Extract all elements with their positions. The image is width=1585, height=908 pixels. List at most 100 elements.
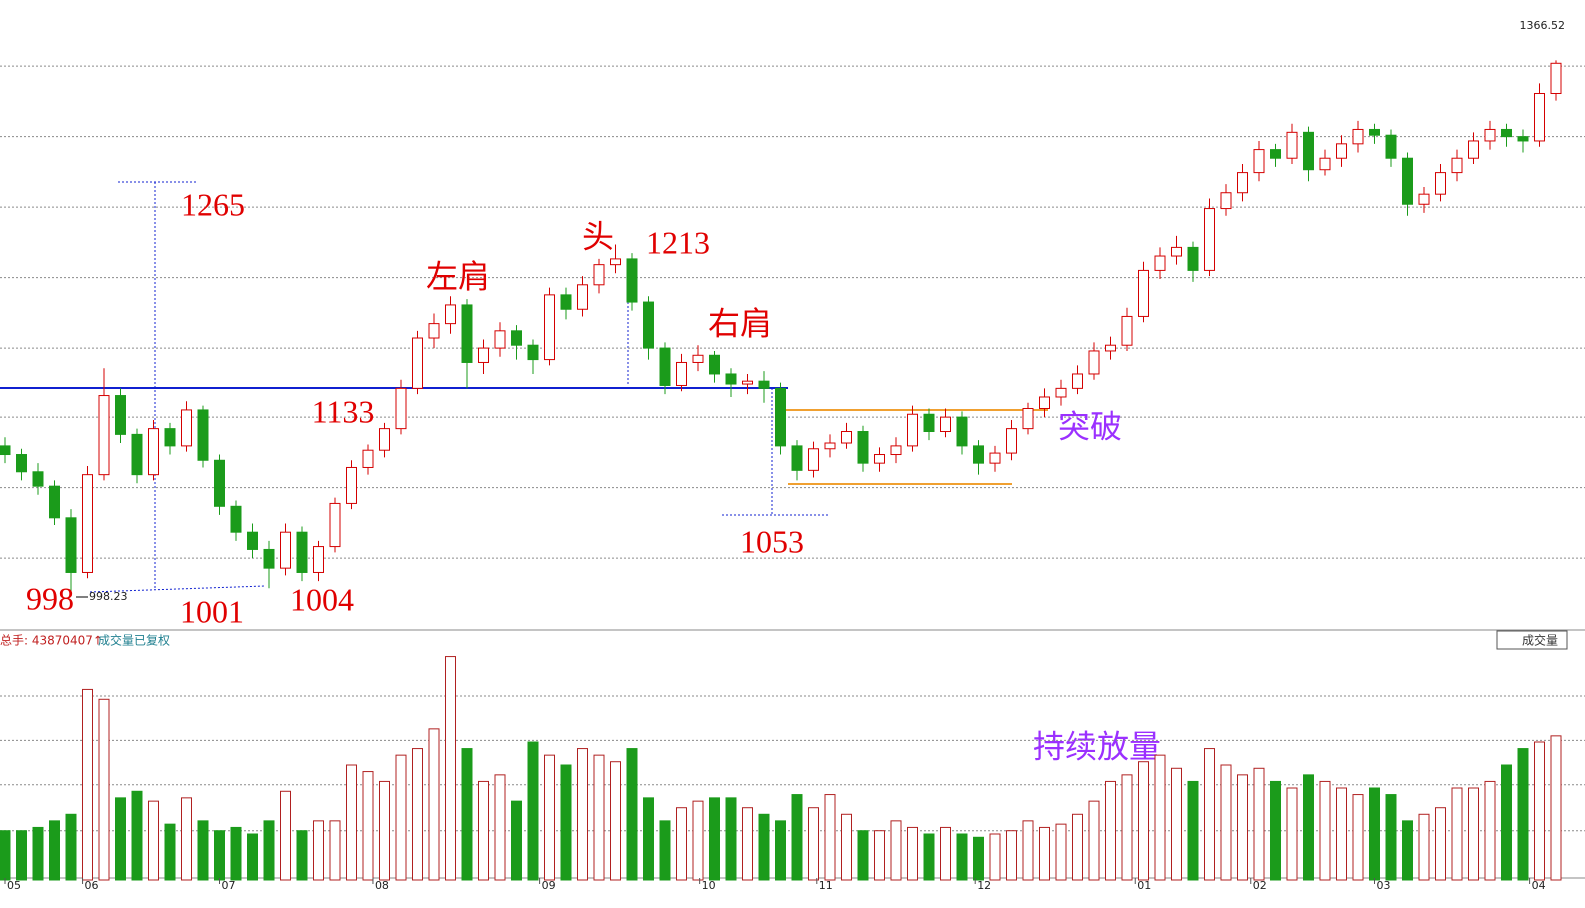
volume-bar bbox=[296, 830, 308, 881]
x-tick-label: 10 bbox=[702, 879, 716, 892]
volume-bar bbox=[940, 826, 951, 881]
x-tick-label: 09 bbox=[542, 879, 556, 892]
volume-bar bbox=[1055, 823, 1067, 881]
candle-body bbox=[263, 548, 275, 569]
candle-body bbox=[676, 361, 687, 386]
candle-body bbox=[742, 380, 753, 385]
volume-bar bbox=[214, 830, 225, 881]
candle-body bbox=[1501, 128, 1512, 138]
volume-bar bbox=[1105, 780, 1116, 881]
annotation: 头 bbox=[582, 218, 614, 254]
volume-bar bbox=[263, 820, 275, 881]
volume-bar bbox=[313, 820, 324, 881]
annotation: 998 bbox=[26, 580, 74, 616]
candle-body bbox=[32, 471, 44, 487]
volume-bar bbox=[593, 754, 605, 881]
volume-bar bbox=[1154, 754, 1166, 881]
volume-bar bbox=[907, 826, 918, 881]
candle-body bbox=[1055, 387, 1067, 398]
candle-body bbox=[775, 387, 786, 447]
volume-bar bbox=[626, 748, 638, 881]
volume-bar bbox=[181, 797, 192, 881]
candle-body bbox=[593, 264, 605, 286]
annotation: 1001 bbox=[180, 593, 244, 629]
candle-body bbox=[164, 428, 176, 447]
high-marker: 1366.52 bbox=[1520, 19, 1566, 32]
x-tick-label: 11 bbox=[819, 879, 833, 892]
volume-bar bbox=[758, 813, 770, 881]
candle-body bbox=[1039, 396, 1050, 409]
candle-body bbox=[49, 485, 60, 519]
volume-bar bbox=[956, 833, 968, 881]
volume-bar bbox=[82, 688, 93, 881]
volume-bar bbox=[676, 807, 687, 881]
candle-body bbox=[1237, 172, 1248, 194]
volume-bar bbox=[148, 800, 159, 881]
volume-bar bbox=[280, 790, 291, 881]
candle-body bbox=[1468, 140, 1479, 159]
candle-body bbox=[511, 330, 522, 346]
candle-body bbox=[1303, 131, 1314, 171]
x-tick-label: 06 bbox=[85, 879, 99, 892]
volume-bar bbox=[1270, 780, 1281, 881]
candle-body bbox=[181, 409, 192, 447]
annotation: 左肩 bbox=[426, 258, 490, 294]
candle-body bbox=[131, 433, 143, 476]
candle-body bbox=[1336, 143, 1347, 159]
annotation: 突破 bbox=[1058, 408, 1122, 444]
candle-body bbox=[890, 445, 902, 456]
x-tick-label: 01 bbox=[1137, 879, 1151, 892]
candle-body bbox=[1072, 373, 1083, 389]
volume-bar bbox=[131, 790, 143, 881]
x-tick-label: 08 bbox=[375, 879, 389, 892]
candle-body bbox=[1484, 128, 1496, 142]
candle-body bbox=[808, 448, 819, 471]
volume-bar bbox=[379, 780, 390, 881]
volume-bar bbox=[428, 728, 440, 881]
x-tick-label: 12 bbox=[977, 879, 991, 892]
volume-bar bbox=[1088, 800, 1100, 881]
candle-body bbox=[1550, 62, 1562, 94]
candle-body bbox=[1006, 428, 1017, 454]
volume-bar bbox=[1402, 820, 1413, 881]
candle-body bbox=[1154, 255, 1166, 271]
volume-bar bbox=[1435, 807, 1446, 881]
candle-body bbox=[857, 431, 869, 464]
volume-bar bbox=[527, 741, 539, 881]
candle-body bbox=[313, 546, 324, 573]
candle-body bbox=[412, 337, 423, 389]
volume-bar bbox=[1039, 826, 1050, 881]
annotation: 右肩 bbox=[708, 305, 772, 341]
candle-body bbox=[1204, 208, 1215, 271]
candle-body bbox=[379, 428, 390, 451]
volume-tab-label: 成交量 bbox=[1522, 633, 1558, 648]
candle-body bbox=[230, 505, 242, 533]
volume-bar bbox=[247, 833, 258, 881]
volume-bar bbox=[1369, 787, 1380, 881]
volume-bar bbox=[65, 813, 77, 881]
candle-body bbox=[395, 387, 407, 430]
candle-body bbox=[1138, 269, 1149, 317]
candle-body bbox=[1369, 128, 1380, 136]
candle-body bbox=[560, 294, 572, 310]
candle-body bbox=[1253, 149, 1265, 174]
volume-bar bbox=[577, 748, 588, 881]
volume-bar bbox=[329, 820, 341, 881]
volume-bar bbox=[164, 823, 176, 881]
x-tick-label: 05 bbox=[7, 879, 21, 892]
volume-bar bbox=[841, 813, 852, 881]
x-tick-label: 07 bbox=[222, 879, 236, 892]
candle-body bbox=[1270, 149, 1281, 159]
volume-bar bbox=[775, 820, 786, 881]
candle-body bbox=[610, 258, 621, 266]
candle-body bbox=[197, 409, 209, 461]
volume-bar bbox=[1022, 820, 1034, 881]
volume-bar bbox=[16, 830, 27, 881]
candle-body bbox=[758, 380, 770, 389]
volume-bar bbox=[1286, 787, 1298, 881]
volume-bar bbox=[1138, 761, 1149, 881]
volume-bar bbox=[659, 820, 671, 881]
candle-body bbox=[989, 452, 1001, 464]
candle-body bbox=[65, 517, 77, 573]
